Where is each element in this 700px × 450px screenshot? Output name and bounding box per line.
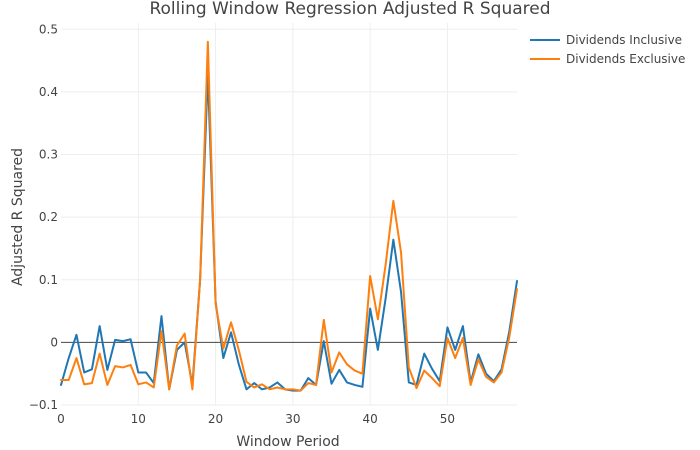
x-tick-label: 50 bbox=[440, 412, 455, 426]
y-tick-label: 0.3 bbox=[39, 148, 58, 162]
y-tick-label: −0.1 bbox=[29, 398, 58, 412]
y-tick-label: 0 bbox=[50, 335, 58, 349]
legend-label-dividends-exclusive: Dividends Exclusive bbox=[566, 52, 685, 66]
x-tick-label: 10 bbox=[131, 412, 146, 426]
y-tick-label: 0.1 bbox=[39, 273, 58, 287]
legend[interactable]: Dividends Inclusive Dividends Exclusive bbox=[530, 33, 685, 66]
x-tick-label: 40 bbox=[363, 412, 378, 426]
x-tick-label: 20 bbox=[208, 412, 223, 426]
legend-label-dividends-inclusive: Dividends Inclusive bbox=[566, 33, 682, 47]
legend-item-dividends-exclusive[interactable]: Dividends Exclusive bbox=[530, 52, 685, 66]
x-axis-ticks: 0 10 20 30 40 50 bbox=[57, 412, 455, 426]
x-tick-label: 30 bbox=[285, 412, 300, 426]
x-axis-title: Window Period bbox=[236, 434, 339, 450]
series-line-dividends-exclusive[interactable] bbox=[60, 40, 518, 392]
chart-title: Rolling Window Regression Adjusted R Squ… bbox=[149, 0, 550, 19]
y-tick-label: 0.5 bbox=[39, 22, 58, 36]
y-axis-ticks: −0.1 0 0.1 0.2 0.3 0.4 0.5 bbox=[29, 22, 58, 412]
series-layer bbox=[60, 40, 518, 392]
legend-item-dividends-inclusive[interactable]: Dividends Inclusive bbox=[530, 33, 682, 47]
y-tick-label: 0.4 bbox=[39, 85, 58, 99]
y-tick-label: 0.2 bbox=[39, 210, 58, 224]
grid bbox=[61, 23, 517, 406]
y-axis-title: Adjusted R Squared bbox=[10, 148, 26, 286]
x-tick-label: 0 bbox=[57, 412, 65, 426]
